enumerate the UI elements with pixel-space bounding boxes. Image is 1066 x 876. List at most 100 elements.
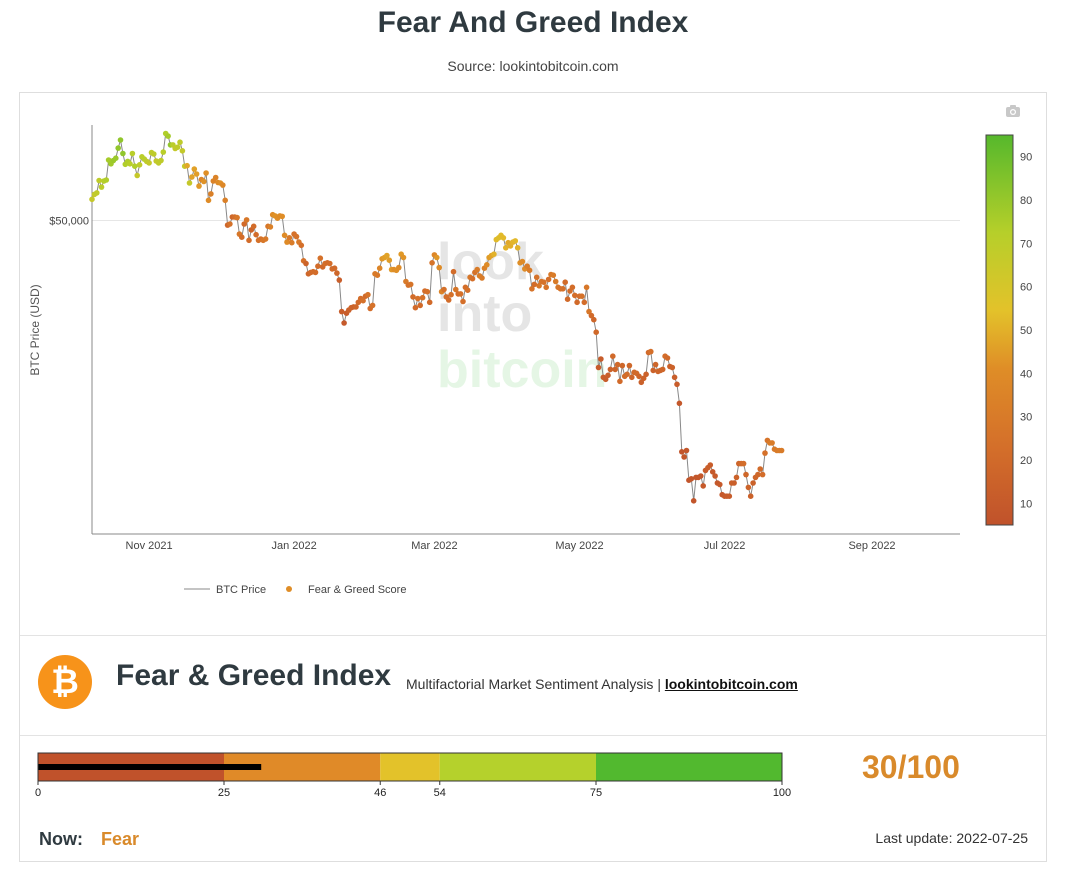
gauge-tick-label: 100 bbox=[773, 787, 791, 799]
fear-greed-point bbox=[717, 481, 723, 488]
fear-greed-point bbox=[369, 302, 376, 309]
camera-icon[interactable] bbox=[1006, 105, 1020, 117]
source-link[interactable]: lookintobitcoin.com bbox=[664, 676, 798, 692]
fear-greed-point bbox=[212, 174, 219, 181]
now-label: Now: bbox=[39, 829, 83, 849]
fear-greed-point bbox=[536, 283, 542, 289]
fear-greed-point bbox=[424, 288, 431, 295]
fear-greed-point bbox=[253, 231, 259, 238]
bitcoin-logo-icon: ₿ bbox=[38, 655, 92, 709]
gauge-tick-label: 75 bbox=[590, 787, 602, 799]
fear-greed-point bbox=[303, 260, 309, 267]
y-tick-label: $50,000 bbox=[49, 215, 89, 227]
fear-greed-point bbox=[341, 320, 347, 326]
gauge-band bbox=[380, 753, 440, 781]
fear-greed-point bbox=[757, 466, 763, 472]
fear-greed-point bbox=[96, 177, 102, 184]
watermark-word: bitcoin bbox=[437, 341, 607, 399]
fear-greed-point bbox=[626, 362, 633, 369]
fear-greed-point bbox=[479, 275, 485, 281]
legend: BTC Price Fear & Greed Score bbox=[184, 584, 406, 596]
fear-greed-point bbox=[588, 312, 595, 319]
fear-greed-point bbox=[98, 184, 105, 190]
fear-greed-point bbox=[267, 224, 274, 230]
colorbar-tick-label: 20 bbox=[1020, 455, 1032, 467]
fear-greed-point bbox=[676, 400, 683, 407]
colorbar-tick-label: 60 bbox=[1020, 282, 1032, 294]
fear-greed-point bbox=[674, 381, 680, 388]
fear-greed-point bbox=[426, 299, 433, 306]
fear-greed-point bbox=[619, 362, 626, 369]
fear-greed-point bbox=[281, 232, 288, 239]
gauge-tick-label: 46 bbox=[374, 787, 386, 799]
fear-greed-point bbox=[429, 260, 435, 266]
fear-greed-point bbox=[360, 297, 366, 304]
fear-greed-point bbox=[365, 291, 371, 298]
fear-greed-point bbox=[127, 161, 133, 167]
fear-greed-points[interactable] bbox=[89, 130, 785, 504]
gauge-bands bbox=[38, 753, 782, 781]
fear-greed-point bbox=[376, 265, 383, 271]
fear-greed-point bbox=[412, 304, 419, 311]
fear-greed-point bbox=[671, 374, 678, 381]
colorbar-tick-labels: 10 20 30 40 50 60 70 80 90 bbox=[1020, 152, 1032, 511]
page-subtitle: Source: lookintobitcoin.com bbox=[447, 58, 619, 74]
fear-greed-point bbox=[243, 217, 250, 223]
fear-greed-point bbox=[607, 366, 614, 373]
price-chart[interactable]: look into bitcoin BTC Price (USD) $50,00… bbox=[20, 93, 1046, 633]
colorbar-tick-label: 80 bbox=[1020, 195, 1032, 207]
fear-greed-point bbox=[762, 450, 768, 456]
fear-greed-point bbox=[574, 299, 580, 306]
fear-greed-point bbox=[484, 262, 490, 268]
fear-greed-point bbox=[650, 367, 656, 374]
x-tick-label: Jul 2022 bbox=[704, 540, 746, 552]
fear-greed-point bbox=[193, 171, 200, 177]
colorbar-tick-label: 10 bbox=[1020, 498, 1032, 510]
fear-greed-point bbox=[286, 235, 293, 241]
fear-greed-point bbox=[610, 353, 616, 360]
fear-greed-point bbox=[679, 449, 685, 455]
fear-greed-point bbox=[491, 251, 497, 257]
fear-greed-point bbox=[334, 270, 340, 276]
fear-greed-point bbox=[132, 163, 138, 169]
fear-greed-point bbox=[136, 162, 143, 168]
fear-greed-point bbox=[165, 133, 171, 139]
fear-greed-point bbox=[541, 279, 547, 285]
fear-greed-point bbox=[191, 166, 198, 172]
fear-greed-point bbox=[712, 473, 718, 479]
gauge-band bbox=[439, 753, 596, 781]
fear-greed-point bbox=[700, 483, 706, 489]
fear-greed-point bbox=[184, 162, 190, 169]
fear-greed-point bbox=[312, 269, 319, 276]
fear-greed-point bbox=[419, 294, 426, 301]
colorbar-tick-label: 50 bbox=[1020, 325, 1032, 337]
fear-greed-point bbox=[239, 234, 245, 240]
fear-greed-point bbox=[179, 148, 186, 154]
fear-greed-point bbox=[731, 480, 737, 486]
fear-greed-point bbox=[709, 469, 716, 475]
fear-greed-point bbox=[743, 471, 749, 478]
brand-tagline: Multifactorial Market Sentiment Analysis… bbox=[406, 676, 798, 692]
fear-greed-point bbox=[740, 460, 747, 467]
fear-greed-point bbox=[174, 144, 181, 150]
fear-greed-point bbox=[417, 302, 424, 309]
fear-greed-point bbox=[151, 151, 157, 157]
fear-greed-point bbox=[688, 476, 695, 482]
fear-greed-point bbox=[289, 239, 295, 246]
fear-greed-point bbox=[450, 268, 457, 275]
fear-greed-point bbox=[747, 493, 754, 500]
fear-greed-point bbox=[400, 254, 407, 261]
gauge-tick-label: 0 bbox=[35, 787, 41, 799]
watermark: look into bitcoin bbox=[437, 233, 607, 399]
fear-greed-point bbox=[227, 221, 233, 227]
fear-greed-point bbox=[113, 155, 119, 161]
fear-greed-point bbox=[448, 291, 454, 298]
fear-greed-point bbox=[643, 371, 649, 378]
fear-greed-point bbox=[562, 279, 568, 285]
section-divider bbox=[20, 735, 1046, 736]
score-value: 30/100 bbox=[862, 749, 960, 785]
colorbar-tick-label: 30 bbox=[1020, 412, 1032, 424]
fear-greed-point bbox=[593, 329, 599, 335]
colorbar-tick-label: 90 bbox=[1020, 152, 1032, 164]
colorbar bbox=[985, 134, 1014, 526]
